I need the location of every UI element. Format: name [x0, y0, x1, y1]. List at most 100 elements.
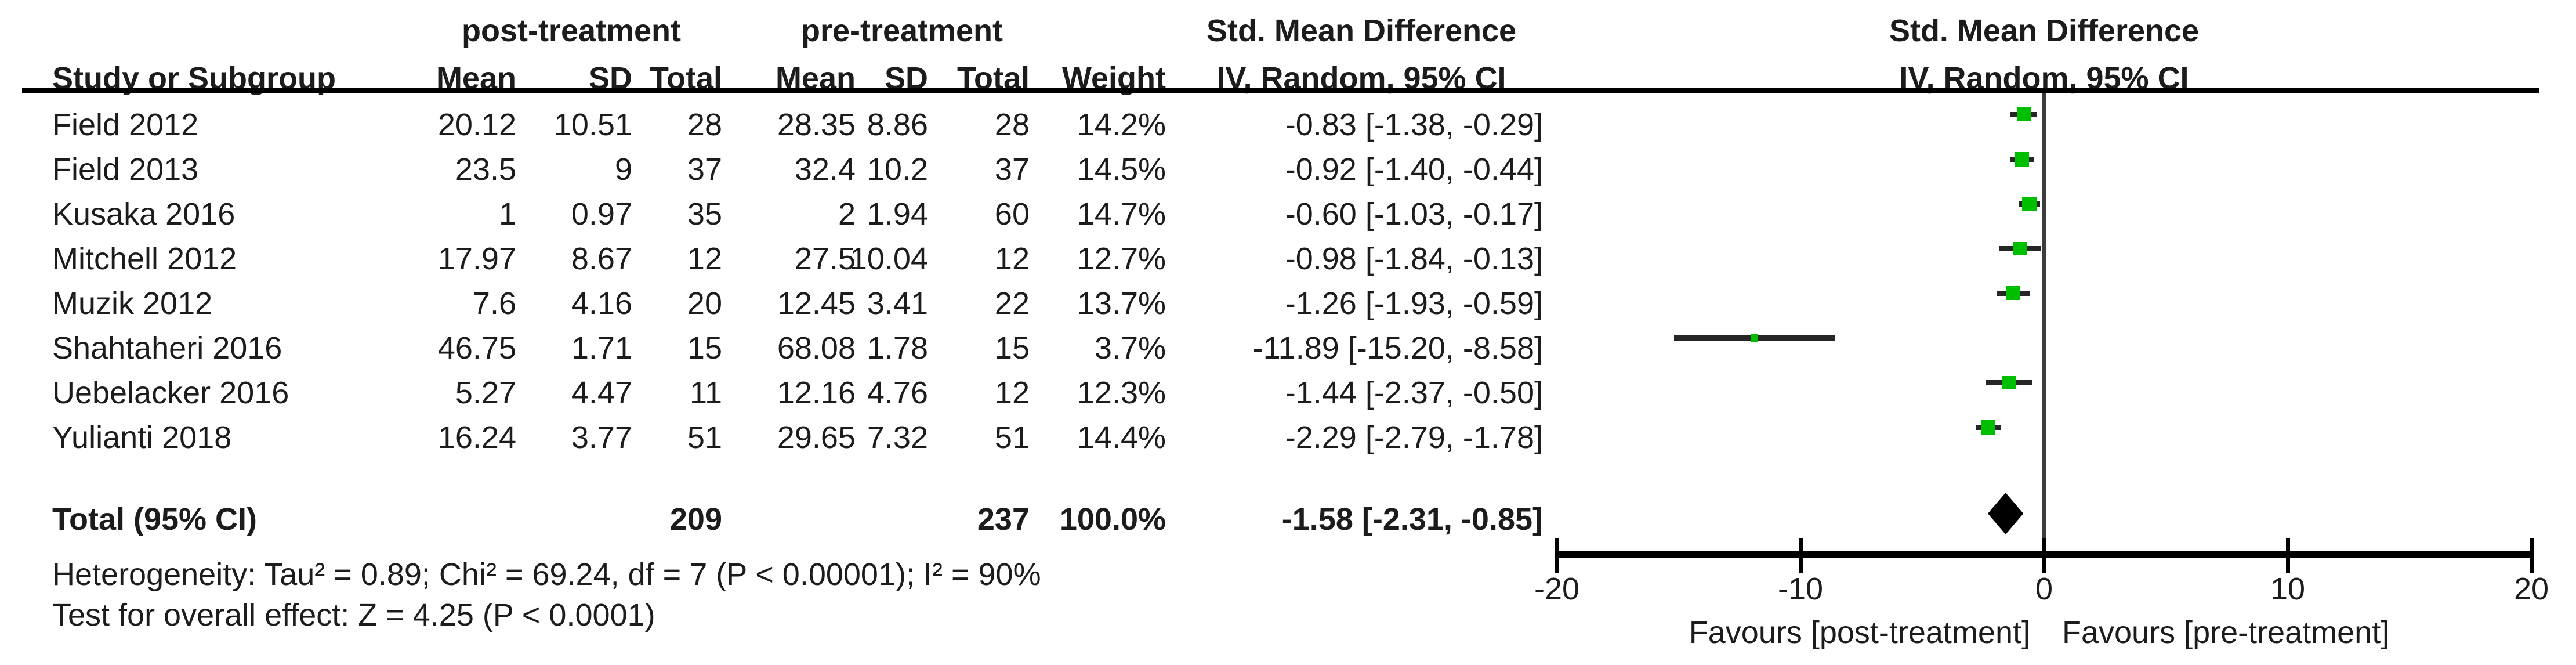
pre-sd: 1.94 [867, 197, 928, 232]
summary-diamond [1987, 493, 2024, 534]
plot-column-title: Std. Mean Difference [1889, 13, 2200, 48]
smd-ci: -1.26 [-1.93, -0.59] [1285, 286, 1543, 321]
study-row: Uebelacker 2016 5.27 4.47 11 12.16 4.76 12 12.3… [0, 370, 1578, 416]
pre-mean: 68.08 [777, 331, 856, 366]
total-weight: 100.0% [1059, 502, 1166, 537]
study-row: Mitchell 2012 17.97 8.67 12 27.5 10.04 12 12.7%… [0, 236, 1578, 282]
post-mean: 46.75 [437, 331, 516, 366]
smd-ci: -1.44 [-2.37, -0.50] [1285, 375, 1543, 410]
pre-sd: 10.2 [867, 152, 928, 187]
pre-sd: 4.76 [867, 375, 928, 410]
total-label: Total (95% CI) [52, 502, 258, 537]
effect-square [1751, 334, 1758, 342]
post-total: 11 [689, 375, 722, 410]
study-label: Field 2012 [52, 107, 199, 142]
effect-square [2015, 152, 2029, 167]
zero-line [2042, 93, 2046, 551]
pre-sd: 3.41 [867, 286, 928, 321]
x-axis-tick [1555, 538, 1559, 573]
x-axis-tick [2042, 538, 2046, 573]
post-sd: 8.67 [571, 241, 632, 276]
study-label: Shahtaheri 2016 [52, 331, 282, 366]
weight: 14.5% [1077, 152, 1166, 187]
smd-ci: -0.98 [-1.84, -0.13] [1285, 241, 1543, 276]
study-label: Uebelacker 2016 [52, 375, 289, 410]
post-total: 15 [687, 331, 722, 366]
post-total: 51 [687, 420, 722, 455]
header-rule [22, 88, 2539, 93]
post-sd: 3.77 [571, 420, 632, 455]
x-axis-tick [2530, 538, 2534, 573]
pre-mean: 12.16 [777, 375, 856, 410]
effect-square [1981, 420, 1995, 435]
smd-ci: -2.29 [-2.79, -1.78] [1285, 420, 1543, 455]
pre-total: 12 [994, 241, 1030, 276]
pre-total: 51 [994, 420, 1030, 455]
pre-total: 12 [994, 375, 1030, 410]
weight: 14.7% [1077, 197, 1166, 232]
pre-total: 15 [994, 331, 1030, 366]
pre-mean: 32.4 [794, 152, 856, 187]
total-pre-n: 237 [977, 502, 1030, 537]
post-total: 37 [687, 152, 722, 187]
effect-column-title: Std. Mean Difference [1206, 13, 1517, 48]
pre-total: 37 [994, 152, 1030, 187]
pre-total: 22 [994, 286, 1030, 321]
post-sd: 0.97 [571, 197, 632, 232]
post-sd: 4.47 [571, 375, 632, 410]
pre-sd: 10.04 [849, 241, 928, 276]
weight: 13.7% [1077, 286, 1166, 321]
x-axis-tick-label: 20 [2513, 572, 2549, 606]
smd-ci: -0.60 [-1.03, -0.17] [1285, 197, 1543, 232]
smd-ci: -11.89 [-15.20, -8.58] [1252, 331, 1543, 366]
study-label: Kusaka 2016 [52, 197, 236, 232]
study-label: Yulianti 2018 [52, 420, 232, 455]
weight: 14.4% [1077, 420, 1166, 455]
study-label: Field 2013 [52, 152, 199, 187]
study-row: Field 2013 23.5 9 37 32.4 10.2 37 14.5% -0.92 [-… [0, 146, 1578, 193]
heterogeneity-note: Heterogeneity: Tau² = 0.89; Chi² = 69.24… [52, 557, 1041, 592]
study-row: Shahtaheri 2016 46.75 1.71 15 68.08 1.78 15 3.7… [0, 325, 1578, 371]
total-row: Total (95% CI) 209 237 100.0% -1.58 [-2.… [0, 496, 1578, 543]
post-mean: 17.97 [437, 241, 516, 276]
study-row: Yulianti 2018 16.24 3.77 51 29.65 7.32 51 14.4%… [0, 414, 1578, 461]
total-post-n: 209 [669, 502, 722, 537]
favours-right-label: Favours [pre-treatment] [2062, 615, 2390, 650]
study-label: Mitchell 2012 [52, 241, 237, 276]
weight: 12.3% [1077, 375, 1166, 410]
group-header-post-treatment: post-treatment [461, 13, 682, 48]
post-total: 28 [687, 107, 722, 142]
effect-square [2017, 107, 2031, 121]
study-row: Kusaka 2016 1 0.97 35 2 1.94 60 14.7% -0.60 [-1.… [0, 191, 1578, 237]
total-ci: -1.58 [-2.31, -0.85] [1281, 502, 1543, 537]
post-sd: 1.71 [571, 331, 632, 366]
pre-mean: 12.45 [777, 286, 856, 321]
post-mean: 5.27 [455, 375, 516, 410]
pre-sd: 7.32 [867, 420, 928, 455]
x-axis-tick-label: 0 [2035, 572, 2053, 606]
study-row: Field 2012 20.12 10.51 28 28.35 8.86 28 14.2% -0… [0, 102, 1578, 148]
favours-left-label: Favours [post-treatment] [1689, 615, 2030, 650]
x-axis-tick [1799, 538, 1803, 573]
post-mean: 1 [498, 197, 516, 232]
x-axis-tick-label: -20 [1534, 572, 1580, 606]
study-row: Muzik 2012 7.6 4.16 20 12.45 3.41 22 13.7% -1.26… [0, 280, 1578, 327]
weight: 12.7% [1077, 241, 1166, 276]
post-mean: 23.5 [455, 152, 516, 187]
study-label: Muzik 2012 [52, 286, 213, 321]
post-sd: 9 [614, 152, 632, 187]
effect-square [2022, 197, 2037, 211]
smd-ci: -0.83 [-1.38, -0.29] [1285, 107, 1543, 142]
pre-mean: 29.65 [777, 420, 856, 455]
post-total: 20 [687, 286, 722, 321]
header-column-row: Study or Subgroup Mean SD Total Mean SD … [0, 55, 2576, 102]
post-total: 35 [687, 197, 722, 232]
x-axis-tick [2286, 538, 2290, 573]
smd-ci: -0.92 [-1.40, -0.44] [1285, 152, 1543, 187]
x-axis-tick-label: -10 [1777, 572, 1824, 606]
weight: 14.2% [1077, 107, 1166, 142]
weight: 3.7% [1094, 331, 1166, 366]
post-mean: 20.12 [437, 107, 516, 142]
group-header-pre-treatment: pre-treatment [800, 13, 1003, 48]
